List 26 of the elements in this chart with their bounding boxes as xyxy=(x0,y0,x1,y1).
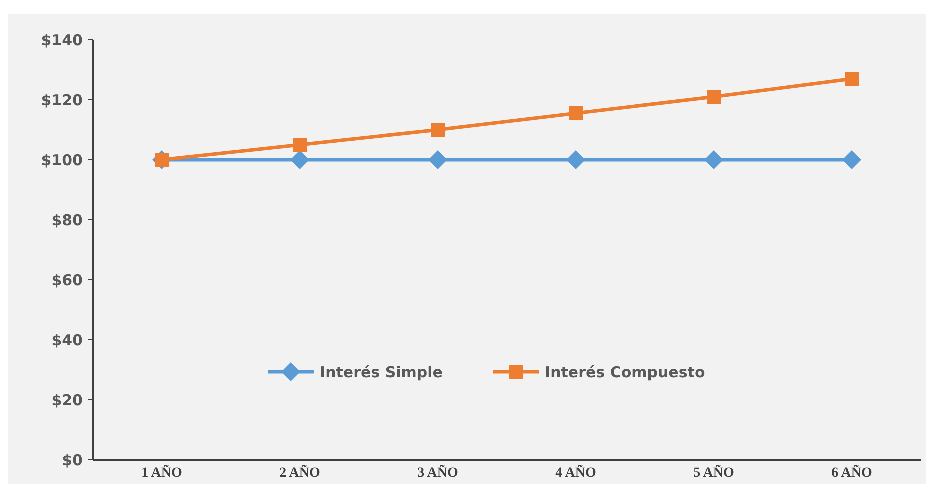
x-tick-label: 3 AÑO xyxy=(418,464,459,481)
y-tick-label: $40 xyxy=(52,331,83,350)
point xyxy=(428,150,448,170)
y-tick-label: $100 xyxy=(41,151,83,170)
y-tick-label: $140 xyxy=(41,31,83,50)
x-tick-label: 5 AÑO xyxy=(694,464,735,481)
legend-label: Interés Compuesto xyxy=(545,363,706,382)
legend-label: Interés Simple xyxy=(320,363,443,382)
point xyxy=(569,106,583,120)
y-tick-label: $60 xyxy=(52,271,83,290)
point xyxy=(290,150,310,170)
point xyxy=(431,123,445,137)
y-tick-label: $80 xyxy=(52,211,83,230)
point xyxy=(566,150,586,170)
x-tick-label: 6 AÑO xyxy=(832,464,873,481)
x-tick-label: 2 AÑO xyxy=(280,464,321,481)
x-tick-label: 4 AÑO xyxy=(556,464,597,481)
point xyxy=(707,90,721,104)
x-tick-label: 1 AÑO xyxy=(142,464,183,481)
y-tick-label: $20 xyxy=(52,391,83,410)
point xyxy=(842,150,862,170)
point xyxy=(293,138,307,152)
point xyxy=(845,72,859,86)
y-tick-label: $0 xyxy=(62,451,83,470)
y-tick-label: $120 xyxy=(41,91,83,110)
point xyxy=(704,150,724,170)
